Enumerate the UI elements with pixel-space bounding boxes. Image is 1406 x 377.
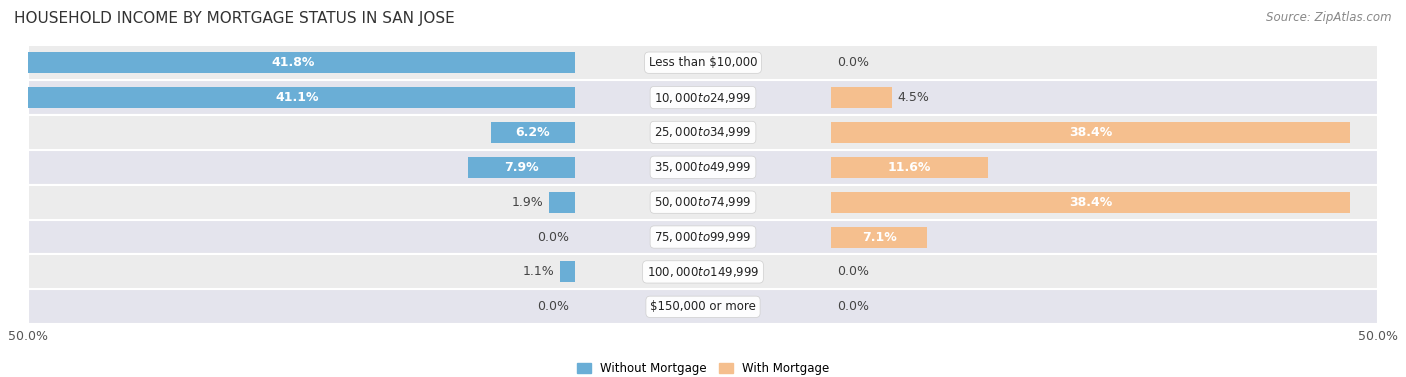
Text: $100,000 to $149,999: $100,000 to $149,999	[647, 265, 759, 279]
Text: $25,000 to $34,999: $25,000 to $34,999	[654, 126, 752, 139]
Text: Less than $10,000: Less than $10,000	[648, 56, 758, 69]
Bar	[20, 87, 575, 108]
Text: 7.9%: 7.9%	[505, 161, 538, 174]
Text: 1.9%: 1.9%	[512, 196, 544, 208]
Bar	[468, 157, 575, 178]
Text: Source: ZipAtlas.com: Source: ZipAtlas.com	[1267, 11, 1392, 24]
Text: $50,000 to $74,999: $50,000 to $74,999	[654, 195, 752, 209]
Text: 7.1%: 7.1%	[862, 231, 897, 244]
Text: 1.1%: 1.1%	[523, 265, 554, 278]
Legend: Without Mortgage, With Mortgage: Without Mortgage, With Mortgage	[572, 357, 834, 377]
Bar	[28, 45, 1378, 80]
Bar	[560, 262, 575, 282]
Bar	[831, 122, 1350, 143]
Text: $35,000 to $49,999: $35,000 to $49,999	[654, 160, 752, 174]
Bar	[28, 185, 1378, 219]
Bar	[831, 157, 988, 178]
Text: HOUSEHOLD INCOME BY MORTGAGE STATUS IN SAN JOSE: HOUSEHOLD INCOME BY MORTGAGE STATUS IN S…	[14, 11, 454, 26]
Bar	[831, 227, 927, 248]
Bar	[28, 219, 1378, 254]
Text: 41.8%: 41.8%	[271, 56, 315, 69]
Text: 11.6%: 11.6%	[887, 161, 931, 174]
Bar	[28, 80, 1378, 115]
Text: 0.0%: 0.0%	[537, 300, 569, 313]
Text: 41.1%: 41.1%	[276, 91, 319, 104]
Bar	[28, 254, 1378, 290]
Text: 38.4%: 38.4%	[1069, 196, 1112, 208]
Text: $10,000 to $24,999: $10,000 to $24,999	[654, 90, 752, 104]
Text: 0.0%: 0.0%	[837, 300, 869, 313]
Bar	[28, 290, 1378, 324]
Bar	[28, 115, 1378, 150]
Text: 6.2%: 6.2%	[516, 126, 550, 139]
Bar	[11, 52, 575, 73]
Bar	[831, 87, 891, 108]
Bar	[28, 150, 1378, 185]
Bar	[550, 192, 575, 213]
Text: 0.0%: 0.0%	[537, 231, 569, 244]
Bar	[831, 192, 1350, 213]
Text: $150,000 or more: $150,000 or more	[650, 300, 756, 313]
Text: 4.5%: 4.5%	[897, 91, 929, 104]
Text: $75,000 to $99,999: $75,000 to $99,999	[654, 230, 752, 244]
Bar	[491, 122, 575, 143]
Text: 0.0%: 0.0%	[837, 56, 869, 69]
Text: 0.0%: 0.0%	[837, 265, 869, 278]
Text: 38.4%: 38.4%	[1069, 126, 1112, 139]
